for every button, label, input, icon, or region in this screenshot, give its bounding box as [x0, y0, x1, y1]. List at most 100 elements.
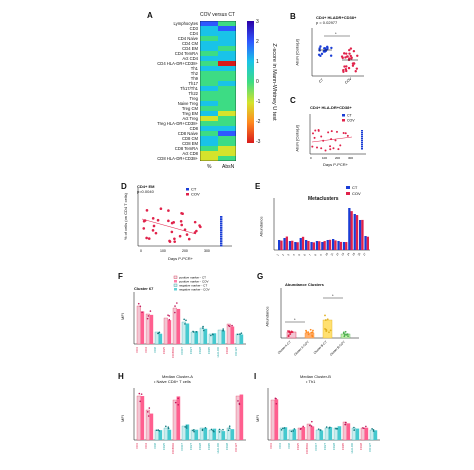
panel-g-point [326, 318, 329, 321]
heatmap-cell [218, 136, 236, 141]
panel-i-point [336, 428, 339, 430]
panel-i-bar-cov [337, 426, 342, 440]
panel-f-bar-cov [149, 314, 154, 344]
panel-g-point [309, 328, 312, 331]
panel-label-h: H [118, 372, 124, 381]
panel-f-bar-cov [140, 311, 145, 344]
panel-f-point [202, 329, 205, 332]
panel-e-bar-cov [345, 242, 348, 250]
heatmap-cell [200, 151, 218, 156]
panel-h-plot: CD3 CD4 CD8 CD25 CD45RA CCR7 CD27 CD28 CD95 HLA-D… [133, 388, 246, 454]
panel-b-point-cov [344, 56, 347, 59]
panel-f-bar-ct [190, 331, 195, 345]
panel-h-bar-cov [230, 429, 235, 440]
panel-e-bar-cov [318, 241, 321, 250]
panel-i-bar-ct [324, 427, 329, 441]
heatmap-row-label: Th17/Th1 [180, 86, 198, 91]
heatmap-cell [218, 126, 236, 131]
panel-f-point [146, 317, 149, 320]
panel-e-xtick: 16 [356, 252, 361, 257]
panel-i-subtitle: • Th1 [306, 379, 316, 384]
heatmap-cell [200, 111, 218, 116]
panel-i-point [365, 425, 367, 428]
panel-e-bar-cov [296, 242, 299, 250]
panel-label-b: B [290, 12, 296, 21]
colorbar-tick: 2 [256, 39, 259, 45]
panel-f-xtick: CD8 [153, 347, 157, 353]
heatmap-cell [218, 26, 236, 31]
heatmap-cell [200, 26, 218, 31]
colorbar-tick: 3 [256, 19, 259, 25]
heatmap-row-label: CD8 CM [181, 136, 198, 141]
panel-b-point-ct [319, 54, 322, 58]
heatmap-row-label: CD8 Naive [177, 131, 198, 136]
panel-b-point-ct [323, 47, 326, 50]
panel-f-bar-cov [185, 323, 190, 344]
heatmap-row-label: Lymphocytes [173, 21, 198, 26]
heatmap-cell [200, 36, 218, 41]
panel-e-xtick: 9 [319, 253, 323, 257]
panel-i-point [310, 425, 313, 427]
panel-d-point-ct [220, 218, 223, 220]
panel-c-point-cov [329, 145, 332, 148]
panel-h-point [210, 428, 213, 431]
panel-f-point [174, 311, 176, 314]
panel-c-point-cov [337, 148, 340, 151]
panel-i-point [344, 423, 346, 426]
panel-label-c: C [290, 96, 296, 105]
panel-f-point [240, 332, 243, 334]
panel-d-point-cov [173, 240, 177, 243]
panel-d-point-cov [156, 218, 160, 222]
colorbar-tick: -3 [256, 139, 261, 145]
panel-b-point-ct [322, 50, 326, 53]
panel-c-xtick-3: 300 [348, 156, 353, 160]
panel-e-xtick: 15 [351, 252, 356, 257]
panel-f-point [167, 314, 169, 316]
panel-f-xtick: CD4 [144, 347, 148, 353]
panel-h-bar-cov [158, 430, 163, 440]
panel-c-xtick-2: 200 [335, 156, 340, 160]
panel-e-bar-cov [280, 240, 283, 250]
panel-g-point [311, 331, 314, 334]
panel-h-point [218, 428, 221, 431]
panel-h-point [158, 430, 161, 432]
panel-h-point [193, 430, 195, 433]
panel-g-point [347, 335, 349, 338]
panel-e-bar-ct [299, 238, 302, 250]
panel-f-point [147, 315, 150, 317]
panel-b-point-ct [330, 46, 333, 50]
panel-f-bar-cov [194, 331, 199, 344]
panel-e-bar-cov [366, 236, 369, 250]
panel-c-xtick-1: 100 [322, 156, 327, 160]
panel-b-point-ct [326, 47, 329, 51]
colorbar-tick: -1 [256, 99, 261, 105]
panel-b-point-cov [351, 64, 355, 67]
panel-f-point [158, 331, 161, 334]
panel-d-xtick-1: 100 [160, 249, 166, 253]
panel-h-point [165, 425, 167, 428]
panel-f-legend-1: positive marker - COV [179, 279, 209, 283]
panel-g-xtick: Cluster B-COV [329, 340, 346, 357]
panel-e-legend-ct: CT [352, 185, 358, 190]
heatmap-cell [218, 91, 236, 96]
panel-i-point [290, 430, 293, 433]
panel-e-bar-cov [285, 236, 288, 250]
panel-b-xtick-cov: COV [344, 76, 353, 84]
panel-f-bar-cov [158, 333, 163, 344]
panel-label-f: F [118, 272, 123, 281]
panel-f-xtick: CD38 [225, 347, 229, 355]
panel-i-point [275, 402, 278, 405]
panel-f-point [168, 315, 171, 317]
panel-i-bar-cov [301, 426, 306, 440]
panel-c-point-cov [330, 138, 333, 141]
panel-d-point-ct [220, 244, 223, 247]
panel-b-point-ct [320, 52, 324, 56]
panel-g-point [311, 335, 314, 338]
panel-f-point [141, 311, 143, 314]
panel-i-plot: CD3 CD4 CD8 CD25 CD45RA CCR7 CD27 CD28 CD95 HLA-D… [267, 388, 380, 454]
panel-b-plot: * CT COV [311, 28, 364, 85]
panel-d-point-cov [180, 223, 184, 227]
panel-h-bar-ct [145, 409, 150, 441]
panel-h-point [204, 426, 207, 429]
panel-f-point [212, 333, 214, 336]
